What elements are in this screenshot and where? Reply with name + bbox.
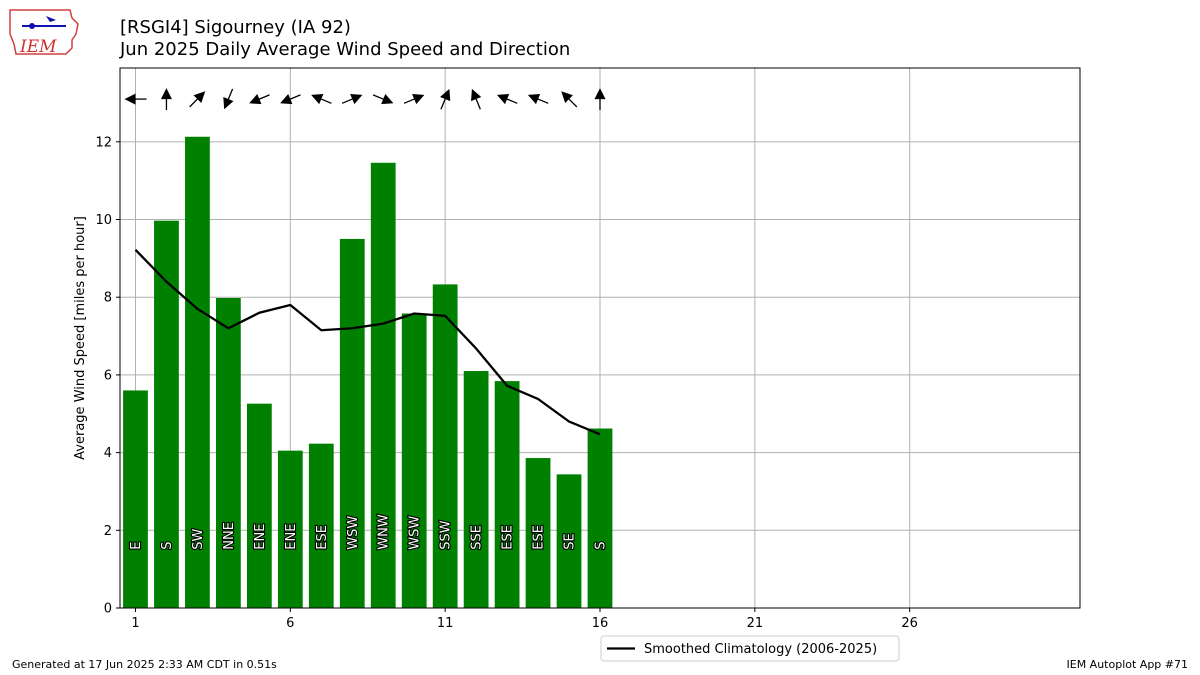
bar: [339, 238, 365, 609]
x-tick-label: 26: [901, 616, 918, 631]
x-tick-label: 16: [592, 616, 609, 631]
title-line-2: Jun 2025 Daily Average Wind Speed and Di…: [120, 39, 571, 60]
bar: [308, 443, 334, 608]
title-line-1: [RSGI4] Sigourney (IA 92): [120, 17, 351, 38]
direction-label: ESE: [532, 525, 547, 550]
x-tick-label: 6: [286, 616, 294, 631]
bar: [556, 474, 582, 608]
bar: [463, 371, 489, 608]
bar: [185, 136, 210, 609]
direction-arrow: [124, 93, 147, 105]
x-tick-label: 11: [437, 616, 454, 631]
chart-title: [RSGI4] Sigourney (IA 92) Jun 2025 Daily…: [120, 17, 570, 61]
bar: [123, 390, 148, 608]
legend-box: [600, 635, 900, 662]
direction-label: SSW: [439, 520, 454, 550]
direction-arrow: [249, 93, 270, 105]
direction-label: ENE: [253, 524, 268, 550]
direction-label: S: [160, 541, 175, 549]
footer-generated: Generated at 17 Jun 2025 2:33 AM CDT in …: [12, 658, 277, 671]
direction-label: ESE: [501, 525, 516, 550]
direction-label: NNE: [222, 522, 237, 550]
iem-logo: IEM: [9, 9, 79, 57]
direction-arrow: [280, 93, 301, 105]
x-tick-label: 21: [747, 616, 764, 631]
y-tick-label: 12: [95, 135, 112, 150]
direction-label: ESE: [315, 525, 330, 550]
bar: [246, 403, 272, 608]
direction-arrow: [160, 88, 172, 111]
y-tick-label: 8: [104, 291, 112, 306]
direction-arrow: [341, 93, 363, 105]
direction-arrow: [311, 93, 332, 105]
bar: [587, 428, 613, 608]
direction-arrow: [594, 88, 606, 111]
direction-label: SSE: [470, 525, 485, 550]
direction-label: E: [129, 542, 144, 550]
direction-arrow: [372, 93, 394, 105]
direction-label: ENE: [284, 524, 299, 550]
y-axis-label: Average Wind Speed [miles per hour]: [73, 216, 88, 460]
direction-arrow: [403, 93, 425, 105]
direction-arrow: [527, 93, 549, 105]
legend-label: Smoothed Climatology (2006-2025): [644, 642, 877, 657]
bar: [401, 313, 427, 608]
y-tick-label: 0: [104, 602, 112, 617]
direction-label: WSW: [408, 516, 423, 550]
direction-label: WNW: [377, 514, 392, 550]
climatology-series: [134, 249, 601, 436]
bar: [216, 297, 241, 608]
y-tick-label: 10: [95, 213, 112, 228]
direction-arrows: [124, 88, 606, 111]
direction-label: WSW: [346, 516, 361, 550]
legend: Smoothed Climatology (2006-2025): [600, 635, 900, 662]
direction-arrow: [496, 93, 518, 105]
direction-arrow: [189, 91, 206, 108]
direction-arrow: [471, 88, 482, 110]
direction-labels: E S SW NNE ENE ENE ESE WSW WNW WSW SSW SSE ESE ESE SE S: [128, 513, 610, 551]
logo-text: IEM: [19, 37, 57, 57]
direction-label: S: [594, 541, 609, 549]
bar: [525, 458, 551, 608]
x-tick-label: 1: [131, 616, 139, 631]
y-tick-label: 6: [104, 368, 112, 383]
direction-arrow: [561, 91, 578, 108]
footer-app: IEM Autoplot App #71: [1066, 658, 1189, 671]
bar: [432, 284, 458, 608]
bar: [494, 381, 520, 608]
bar: [154, 220, 179, 608]
y-tick-label: 4: [104, 446, 112, 461]
y-tick-label: 2: [104, 524, 112, 539]
direction-arrow: [223, 88, 234, 110]
bar-series: [123, 136, 613, 609]
direction-label: SW: [191, 528, 206, 549]
direction-arrow: [440, 88, 451, 110]
bar: [277, 450, 303, 608]
climatology-line: [134, 249, 601, 436]
direction-label: SE: [563, 533, 578, 549]
bar: [370, 162, 396, 608]
